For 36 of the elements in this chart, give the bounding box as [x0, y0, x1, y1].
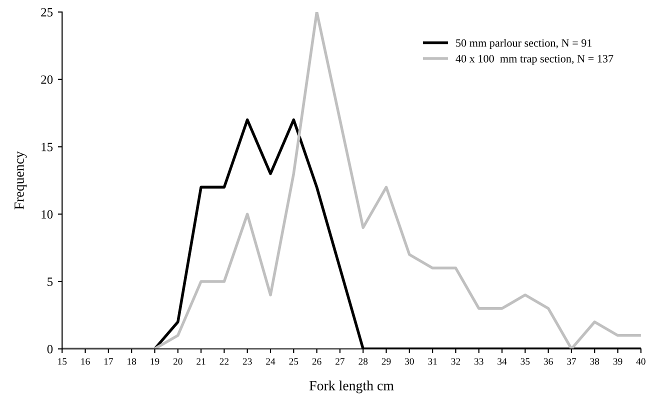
x-axis-title: Fork length cm	[309, 380, 394, 394]
x-tick-label: 17	[104, 358, 114, 365]
x-tick-label: 28	[358, 358, 368, 365]
x-tick-label: 18	[128, 358, 136, 365]
x-tick-label: 36	[544, 358, 553, 365]
y-tick-label: 15	[42, 142, 53, 152]
x-tick-label: 32	[451, 358, 460, 365]
x-tick-label: 23	[242, 358, 252, 365]
x-tick-label: 20	[173, 358, 182, 365]
y-tick-label: 20	[41, 75, 53, 84]
x-tick-label: 34	[498, 358, 507, 365]
x-tick-label: 33	[474, 358, 484, 365]
x-tick-label: 35	[520, 358, 530, 365]
x-tick-label: 16	[81, 358, 90, 365]
x-tick-label: 15	[58, 358, 67, 365]
x-tick-label: 31	[428, 358, 437, 365]
x-tick-label: 40	[636, 358, 646, 365]
x-tick-label: 30	[405, 358, 414, 365]
legend-label: 40 x 100 mm trap section, N = 137	[456, 54, 614, 65]
x-tick-label: 39	[613, 358, 622, 365]
x-tick-label: 21	[196, 358, 206, 365]
y-axis-title: Frequency	[14, 151, 27, 210]
y-tick-label: 10	[42, 210, 53, 219]
x-tick-label: 26	[312, 358, 322, 365]
legend-label: 50 mm parlour section, N = 91	[456, 38, 592, 50]
y-tick-label: 25	[41, 8, 53, 16]
x-tick-label: 25	[289, 358, 298, 365]
x-tick-label: 37	[567, 358, 576, 365]
x-tick-label: 27	[336, 358, 345, 365]
x-tick-label: 29	[382, 358, 391, 365]
x-tick-label: 22	[220, 358, 229, 365]
x-tick-label: 38	[590, 358, 600, 365]
x-tick-label: 24	[266, 358, 276, 365]
y-tick-label: 0	[47, 344, 53, 354]
x-tick-label: 19	[150, 358, 160, 365]
y-tick-label: 5	[48, 278, 53, 286]
